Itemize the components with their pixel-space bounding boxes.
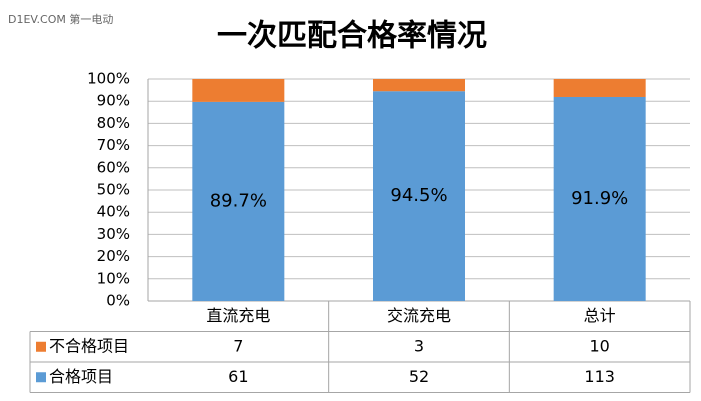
legend-swatch	[36, 372, 46, 383]
x-tick-label: 直流充电	[206, 306, 270, 325]
watermark: D1EV.COM 第一电动	[8, 12, 113, 26]
table-cell: 7	[233, 336, 243, 355]
bar-segment	[373, 79, 465, 92]
y-tick-label: 0%	[106, 292, 130, 310]
y-tick-label: 20%	[97, 247, 130, 265]
data-label: 89.7%	[210, 190, 267, 211]
legend-label: 不合格项目	[49, 336, 129, 355]
data-label: 91.9%	[571, 188, 628, 209]
table-cell: 113	[584, 367, 615, 386]
data-label: 94.5%	[390, 185, 447, 206]
y-tick-label: 90%	[97, 92, 130, 110]
y-tick-label: 100%	[87, 70, 130, 88]
bar-segment	[553, 79, 646, 97]
bar-segment	[192, 101, 285, 301]
legend-label: 合格项目	[49, 367, 113, 386]
y-tick-label: 40%	[97, 203, 130, 221]
x-tick-label: 总计	[584, 306, 616, 325]
table-cell: 52	[409, 367, 429, 386]
y-tick-label: 60%	[97, 158, 130, 176]
y-tick-label: 70%	[97, 136, 130, 154]
y-tick-label: 80%	[97, 114, 130, 132]
table-cell: 10	[589, 336, 609, 355]
bar-segment	[192, 79, 285, 102]
y-tick-label: 50%	[97, 181, 130, 199]
y-tick-label: 30%	[97, 225, 130, 243]
legend-swatch	[36, 341, 46, 352]
bar-segment	[553, 96, 646, 302]
chart-title: 一次匹配合格率情况	[217, 19, 487, 54]
table-cell: 3	[414, 336, 424, 355]
table-cell: 61	[228, 367, 248, 386]
x-tick-label: 交流充电	[387, 306, 451, 325]
bar-segment	[373, 91, 465, 302]
y-tick-label: 10%	[97, 269, 130, 287]
